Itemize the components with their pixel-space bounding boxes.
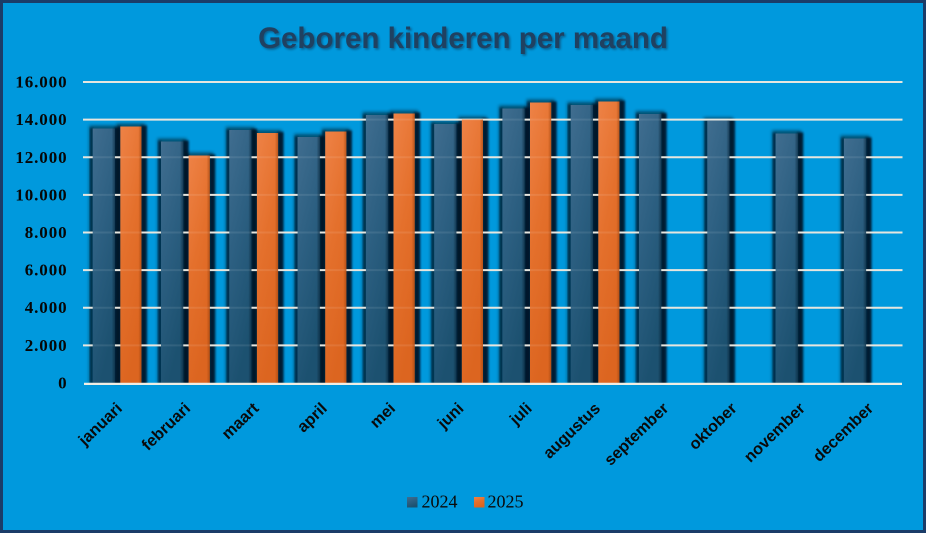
svg-text:Geboren kinderen per maand: Geboren kinderen per maand bbox=[258, 22, 668, 55]
svg-text:8.000: 8.000 bbox=[25, 223, 68, 242]
svg-text:16.000: 16.000 bbox=[15, 73, 67, 92]
svg-text:0: 0 bbox=[58, 374, 67, 393]
svg-text:2024: 2024 bbox=[422, 492, 458, 512]
svg-text:6.000: 6.000 bbox=[25, 261, 68, 280]
svg-text:10.000: 10.000 bbox=[15, 185, 67, 204]
svg-text:2.000: 2.000 bbox=[25, 336, 68, 355]
svg-text:14.000: 14.000 bbox=[15, 110, 67, 129]
svg-text:12.000: 12.000 bbox=[15, 148, 67, 167]
svg-text:2025: 2025 bbox=[488, 492, 524, 512]
svg-text:Geboren kinderen per maand: Geboren kinderen per maand bbox=[260, 24, 670, 57]
svg-text:4.000: 4.000 bbox=[25, 298, 68, 317]
